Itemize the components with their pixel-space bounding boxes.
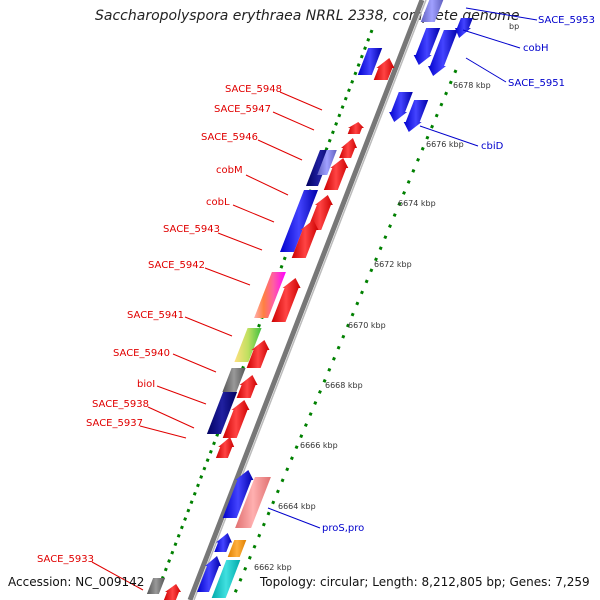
gene-sace5933-gray[interactable] [146, 578, 166, 594]
left-connector-line [139, 425, 187, 439]
kbp-tick-label: 6676 kbp [426, 140, 464, 149]
gene-block-top-red[interactable] [373, 58, 395, 80]
label-connectors [91, 7, 538, 591]
right-connector-line [465, 57, 507, 83]
gene-sace5937[interactable] [215, 437, 235, 458]
left-connector-line [91, 561, 144, 591]
gene-sace5943[interactable] [291, 220, 319, 258]
gene-label-sace-5943[interactable]: SACE_5943 [163, 224, 220, 235]
bp-fragment-label: bp [509, 22, 519, 31]
gene-orange[interactable] [227, 540, 247, 557]
kbp-tick-label: 6670 kbp [348, 321, 386, 330]
kbp-tick-label: 6666 kbp [300, 441, 338, 450]
gene-label-cobh[interactable]: cobH [523, 43, 548, 54]
gene-label-pros-pro[interactable]: proS,pro [322, 523, 364, 534]
left-connector-line [184, 316, 233, 337]
gene-label-cobl[interactable]: cobL [206, 197, 230, 208]
gene-label-sace-5951[interactable]: SACE_5951 [508, 78, 565, 89]
gene-cobl-blue[interactable] [280, 190, 318, 252]
gene-blue-bottom[interactable] [197, 556, 222, 592]
gene-block-top-blue[interactable] [357, 48, 383, 75]
gene-label-sace-5942[interactable]: SACE_5942 [148, 260, 205, 271]
gene-sace5941-yg[interactable] [234, 328, 262, 362]
gene-sace5951-b[interactable] [403, 100, 429, 132]
gene-pros-pink[interactable] [235, 477, 271, 528]
gene-label-sace-5948[interactable]: SACE_5948 [225, 84, 282, 95]
left-connector-line [204, 267, 251, 286]
topology-text: Topology: circular; Length: 8,212,805 bp… [260, 575, 590, 589]
kbp-tick-label: 6668 kbp [325, 381, 363, 390]
gene-sace5947[interactable] [339, 138, 357, 158]
left-connector-line [217, 232, 263, 251]
gene-blue-lower[interactable] [214, 533, 232, 552]
kbp-tick-label: 6672 kbp [374, 260, 412, 269]
gene-sace5946-lav[interactable] [317, 150, 337, 175]
gene-bioi[interactable] [236, 375, 258, 398]
gene-label-cobm[interactable]: cobM [216, 165, 243, 176]
left-connector-line [232, 204, 275, 223]
gene-label-sace-5946[interactable]: SACE_5946 [201, 132, 258, 143]
kbp-tick-label: 6674 kbp [398, 199, 436, 208]
left-connector-line [257, 139, 303, 161]
gene-cobh[interactable] [455, 18, 473, 38]
left-connector-line [245, 174, 289, 196]
gene-label-sace-5933[interactable]: SACE_5933 [37, 554, 94, 565]
gene-sace5953-b[interactable] [428, 30, 458, 76]
gene-sace5938-red[interactable] [222, 400, 250, 438]
right-connector-line [267, 507, 321, 529]
left-label-group: SACE_5948 SACE_5947 SACE_5946 cobM cobL SACE_… [37, 84, 282, 565]
kbp-tick-label: 6678 kbp [453, 81, 491, 90]
gene-cobm[interactable] [323, 158, 349, 190]
right-connector-line [465, 7, 538, 21]
kbp-tick-label: 6664 kbp [278, 502, 316, 511]
kbp-tick-label: 6662 kbp [254, 563, 292, 572]
gene-sace5953-a[interactable] [413, 28, 441, 65]
left-connector-line [279, 91, 323, 111]
gene-sace5942-red[interactable] [271, 278, 301, 322]
gene-prosblue[interactable] [222, 470, 254, 518]
right-connector-line [419, 125, 479, 147]
accession-text: Accession: NC_009142 [8, 575, 145, 589]
gene-label-sace-5937[interactable]: SACE_5937 [86, 418, 143, 429]
gene-label-sace-5947[interactable]: SACE_5947 [214, 104, 271, 115]
gene-label-bioi[interactable]: bioI [137, 379, 155, 390]
gene-top-lav[interactable] [420, 0, 444, 22]
right-connector-line [462, 29, 521, 49]
left-connector-line [272, 111, 315, 131]
gene-label-sace-5938[interactable]: SACE_5938 [92, 399, 149, 410]
right-label-group: SACE_5953 cobH SACE_5951 cbiD proS,pro [322, 15, 595, 534]
gene-sace5942-multi[interactable] [254, 272, 286, 318]
gene-sace5948[interactable] [347, 122, 364, 134]
gene-sace5938-navy[interactable] [206, 392, 238, 434]
gene-sace5951-a[interactable] [389, 92, 413, 122]
gene-label-cbid[interactable]: cbiD [481, 141, 504, 152]
left-connector-line [172, 353, 217, 373]
gene-sace5940-gray[interactable] [222, 368, 246, 392]
left-connector-line [156, 385, 207, 405]
kbp-tick-labels: 6678 kbp 6676 kbp 6674 kbp 6672 kbp 6670 kbp… [254, 81, 491, 572]
gene-sace5933-red[interactable] [163, 584, 181, 600]
gene-cyan[interactable] [211, 560, 241, 598]
gene-track [146, 0, 473, 600]
gene-label-sace-5940[interactable]: SACE_5940 [113, 348, 170, 359]
gene-sace5940[interactable] [246, 340, 270, 368]
left-connector-line [147, 406, 195, 429]
gene-label-sace-5941[interactable]: SACE_5941 [127, 310, 184, 321]
gene-label-sace-5953[interactable]: SACE_5953 [538, 15, 595, 26]
